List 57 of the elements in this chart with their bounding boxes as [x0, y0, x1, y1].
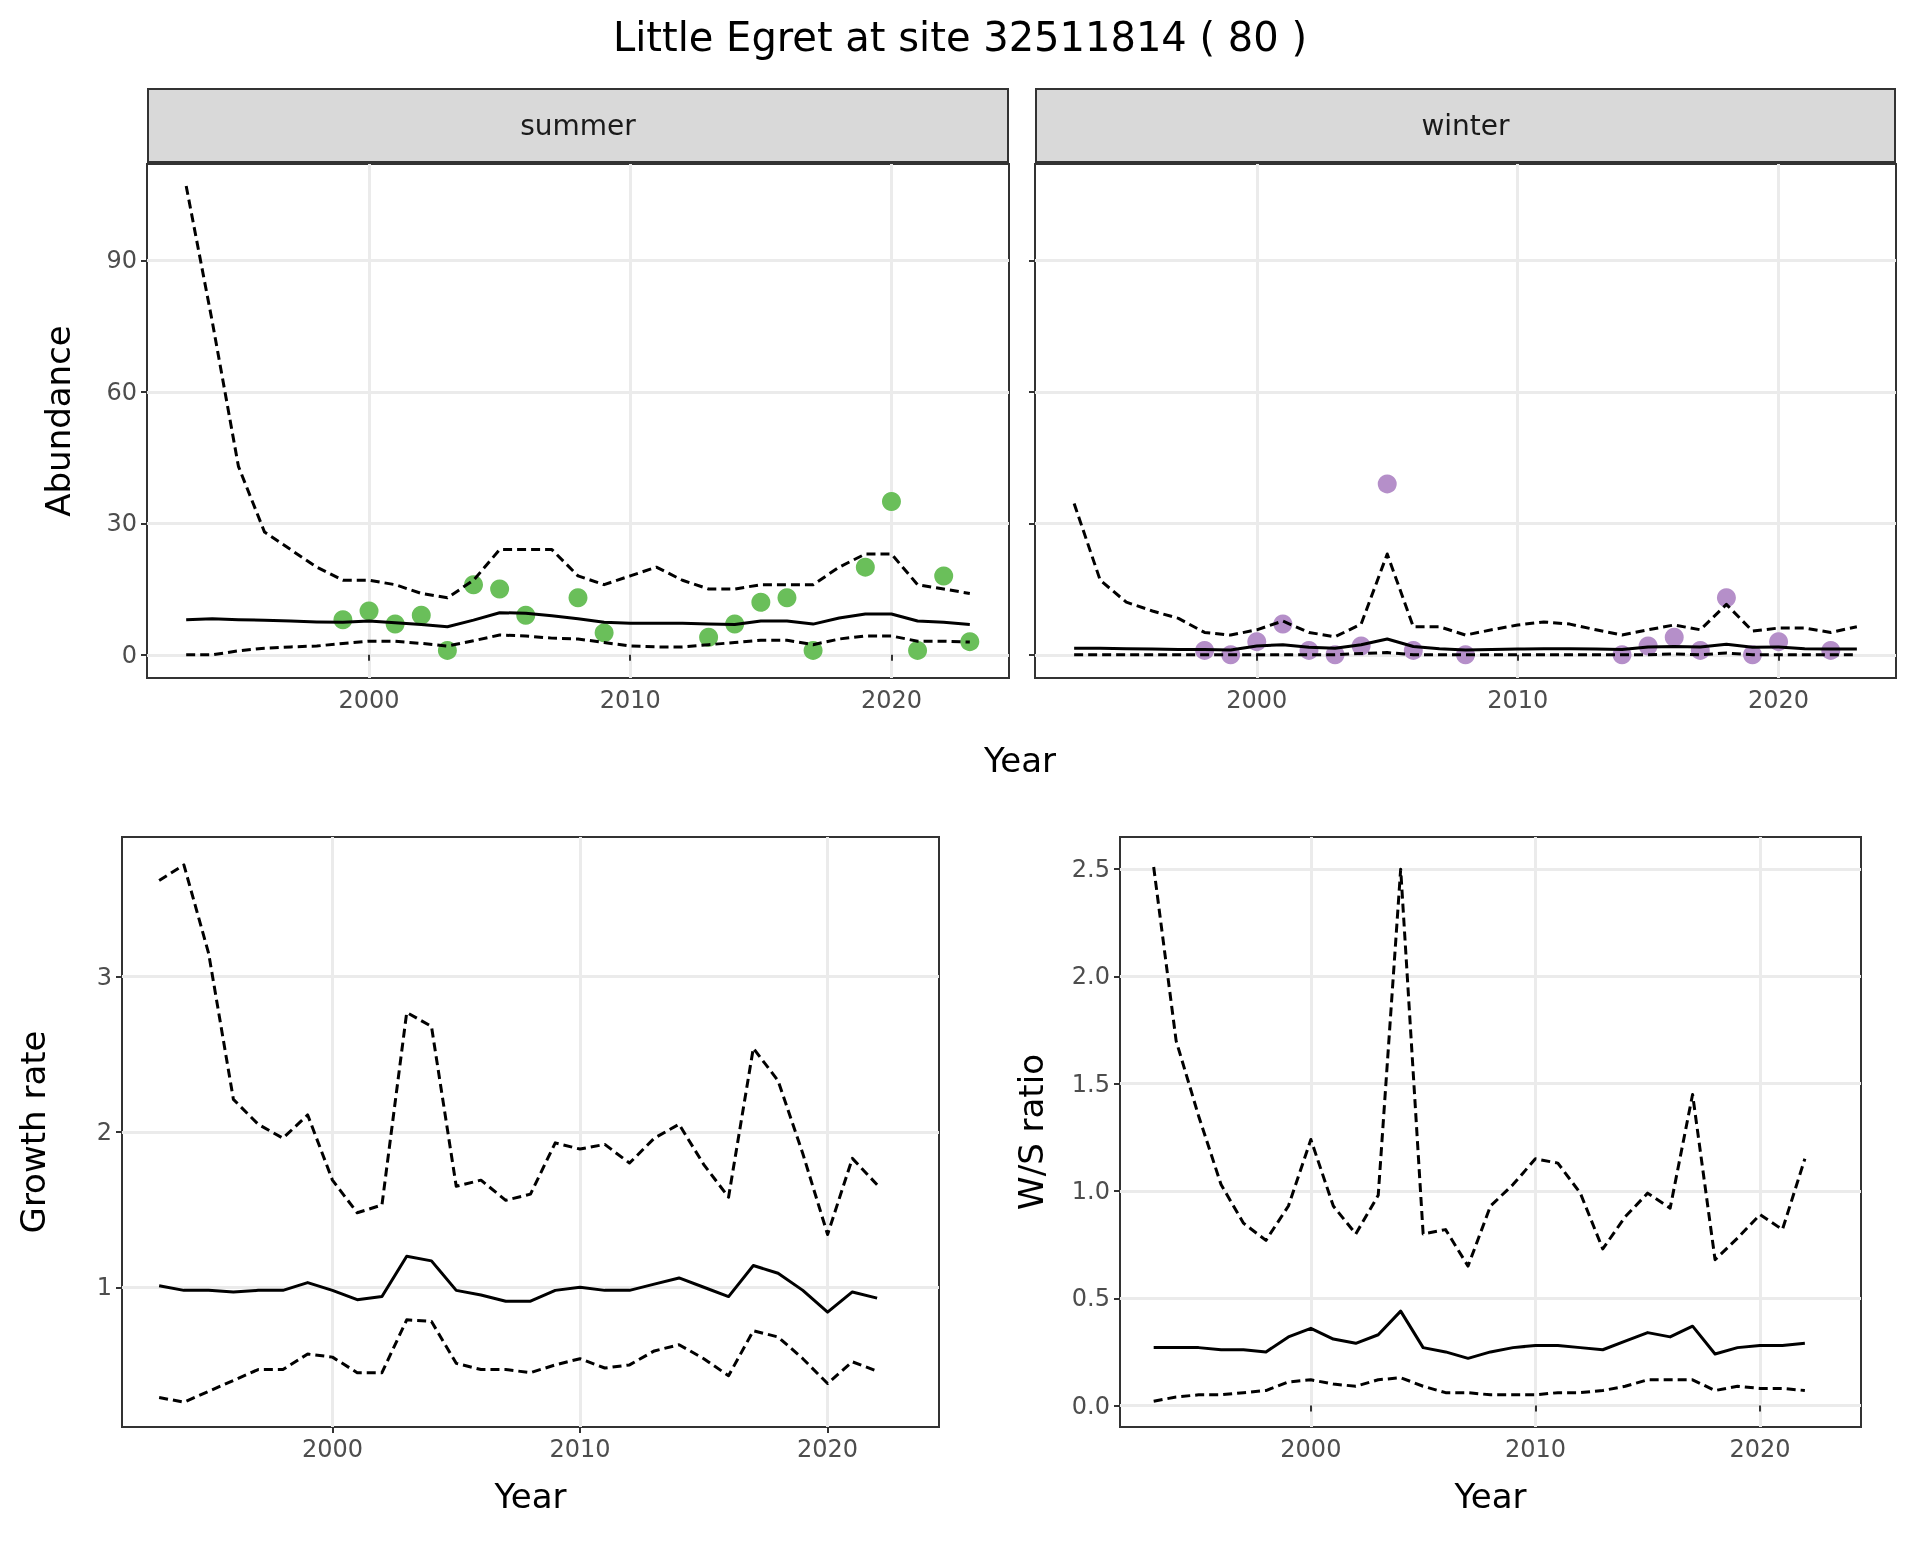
y-tick-label: 2	[96, 1118, 112, 1146]
chart-subtitle: summer	[147, 88, 1009, 164]
y-tick-label: 1.0	[1071, 1177, 1110, 1205]
point	[960, 632, 980, 652]
point	[1716, 588, 1736, 608]
y-tick-label: 2.5	[1071, 855, 1110, 884]
line-series	[1152, 1376, 1807, 1403]
point	[855, 557, 875, 577]
y-tick-label: 3	[96, 962, 112, 991]
line-series	[1152, 1309, 1807, 1360]
point	[490, 579, 510, 599]
y-axis-title: W/S ratio	[1011, 1054, 1051, 1210]
y-tick-label: 60	[106, 377, 137, 406]
y-tick-label: 30	[106, 509, 137, 538]
line-series	[1152, 865, 1807, 1268]
y-tick-label: 0	[121, 640, 137, 669]
x-axis-title: Year	[983, 740, 1057, 780]
y-axis-title: Abundance	[38, 325, 78, 517]
y-tick-label: 0.0	[1071, 1391, 1110, 1420]
y-axis-title: Growth rate	[13, 1030, 53, 1234]
x-tick-label: 2020	[797, 1435, 859, 1463]
x-tick-label: 2020	[860, 686, 922, 714]
x-tick-label: 2020	[1748, 686, 1810, 714]
x-axis-title: Year	[493, 1476, 567, 1516]
x-axis-title: Year	[1453, 1476, 1527, 1516]
point	[1377, 474, 1397, 494]
point	[411, 605, 431, 625]
point	[881, 491, 901, 511]
y-tick-label: 1.5	[1071, 1069, 1110, 1098]
x-tick-label: 2020	[1729, 1435, 1791, 1463]
line-series	[157, 863, 879, 1236]
x-tick-label: 2010	[1504, 1435, 1566, 1463]
x-tick-label: 2000	[1226, 686, 1288, 714]
y-tick-label: 0.5	[1071, 1284, 1110, 1313]
point	[594, 623, 614, 643]
point	[751, 592, 771, 612]
point	[803, 640, 823, 660]
point	[699, 627, 719, 647]
x-tick-label: 2010	[1487, 686, 1549, 714]
y-tick-label: 90	[106, 246, 137, 275]
x-tick-label: 2010	[549, 1435, 611, 1463]
x-tick-label: 2010	[599, 686, 661, 714]
point	[908, 640, 928, 660]
line-series	[157, 1254, 879, 1314]
point	[359, 601, 379, 621]
point	[568, 588, 588, 608]
x-tick-label: 2000	[1280, 1435, 1342, 1463]
x-tick-label: 2000	[301, 1435, 363, 1463]
x-tick-label: 2000	[338, 686, 400, 714]
point	[1664, 627, 1684, 647]
line-series	[184, 184, 972, 600]
point	[934, 566, 954, 586]
point	[777, 588, 797, 608]
chart-title: Little Egret at site 32511814 ( 80 )	[611, 14, 1309, 60]
y-tick-label: 1	[96, 1273, 112, 1302]
y-tick-label: 2.0	[1071, 962, 1110, 991]
chart-subtitle: winter	[1035, 88, 1896, 164]
